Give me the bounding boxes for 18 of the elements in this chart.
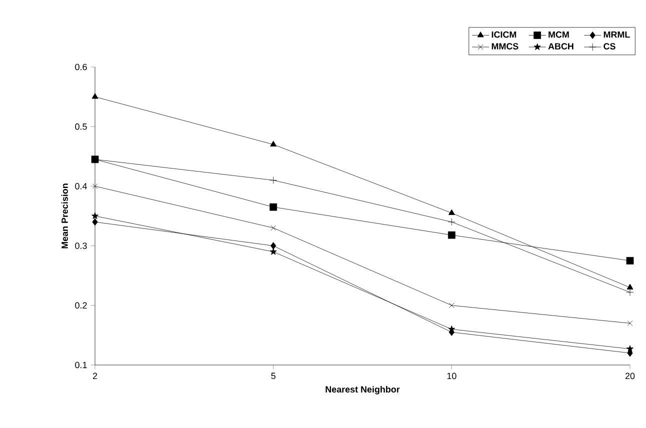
y-axis-title: Mean Precision [61,184,68,248]
x-tick-label: 10 [447,372,456,380]
y-tick-label: 0.4 [75,183,87,190]
legend-label: ICICM [492,31,516,38]
y-tick-label: 0.6 [75,64,87,70]
y-tick-label: 0.2 [75,302,87,309]
y-tick-label: 0.5 [75,123,87,130]
y-tick-label: 0.3 [75,242,87,249]
x-tick-label: 20 [625,372,635,380]
legend-label: ABCH [548,43,574,50]
legend-label: MMCS [492,43,518,50]
x-tick-label: 5 [271,372,276,380]
legend-label: MCM [548,31,569,38]
y-tick-label: 0.1 [75,362,87,368]
x-axis-title: Nearest Neighbor [326,386,400,394]
legend-label: CS [604,43,616,50]
legend-label: MRML [604,31,630,38]
x-tick-label: 2 [92,372,98,380]
